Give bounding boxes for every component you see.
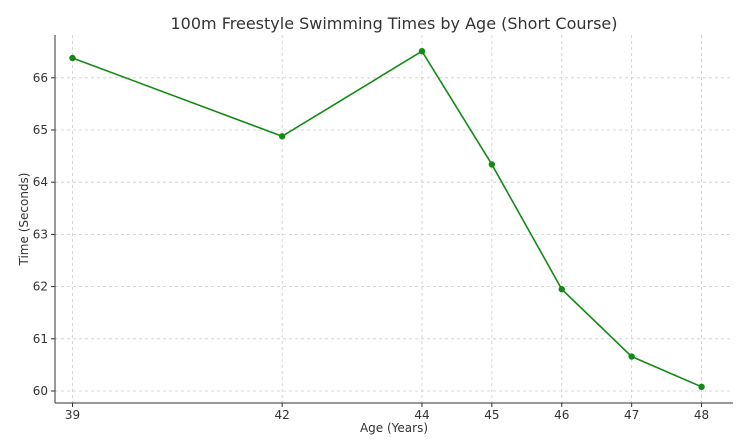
x-tick-label: 46 <box>554 408 569 422</box>
chart-title: 100m Freestyle Swimming Times by Age (Sh… <box>171 14 618 33</box>
data-point <box>698 383 705 391</box>
x-tick-label: 48 <box>694 408 709 422</box>
series-points <box>69 47 705 391</box>
y-tick-label: 66 <box>33 71 48 85</box>
y-gridlines <box>55 77 733 392</box>
x-tick-label: 39 <box>65 408 80 422</box>
y-tick-label: 65 <box>33 123 48 137</box>
data-point <box>558 286 565 293</box>
y-tick-label: 60 <box>33 384 48 398</box>
x-gridlines <box>72 35 702 403</box>
x-axis-label: Age (Years) <box>360 421 428 435</box>
data-point <box>69 54 76 62</box>
y-tick-label: 62 <box>33 280 48 294</box>
y-tick-label: 63 <box>33 227 48 241</box>
x-tick-label: 45 <box>484 408 499 422</box>
data-point <box>418 47 426 55</box>
x-tick-label: 42 <box>275 408 290 422</box>
y-axis-label: Time (Seconds) <box>17 173 31 267</box>
data-point <box>488 161 496 168</box>
y-tick-label: 64 <box>33 175 48 189</box>
x-tick-label: 47 <box>624 408 639 422</box>
y-tick-label: 61 <box>33 332 48 346</box>
x-axis-ticks: 39 42 44 45 46 47 48 <box>65 403 709 422</box>
y-axis-ticks: 60 61 62 63 64 65 66 <box>33 71 55 398</box>
data-point <box>278 133 286 140</box>
series-line <box>72 50 702 388</box>
x-tick-label: 44 <box>414 408 429 422</box>
data-point <box>628 353 635 360</box>
